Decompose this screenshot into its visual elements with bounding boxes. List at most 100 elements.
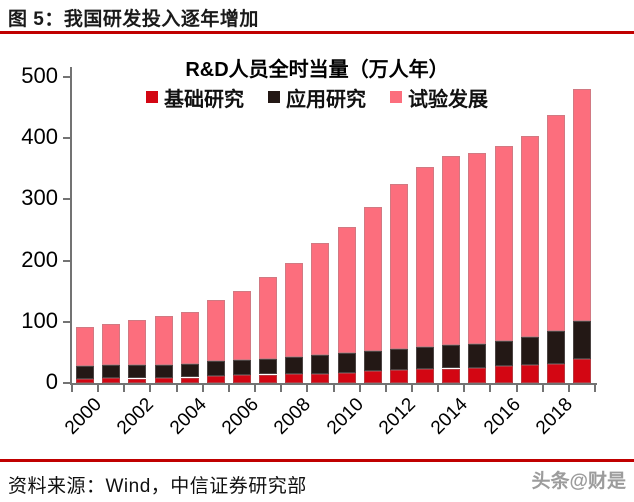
x-tick (280, 385, 283, 392)
x-axis-label-2012: 2012 (374, 394, 420, 439)
x-tick (567, 385, 570, 392)
y-axis-label: 0 (45, 369, 58, 394)
bar-segment-applied-2007 (259, 359, 278, 375)
bar-segment-basic-2006 (233, 375, 251, 383)
bar-segment-applied-2014 (442, 345, 461, 369)
bar-segment-basic-2014 (442, 368, 461, 383)
x-tick (254, 385, 256, 392)
y-axis-line (70, 67, 72, 385)
bar-segment-experimental-2009 (311, 242, 330, 356)
bar-segment-experimental-2015 (468, 152, 487, 344)
bar-segment-experimental-2011 (363, 206, 382, 352)
x-tick (463, 385, 466, 392)
bar-segment-experimental-2005 (206, 299, 225, 362)
y-axis-label: 200 (21, 246, 58, 272)
bar-segment-basic-2018 (546, 364, 565, 383)
watermark: 头条@财是 (531, 471, 626, 492)
bar-segment-basic-2001 (102, 378, 121, 383)
legend-label-basic: 基础研究 (164, 88, 244, 111)
legend-swatch-experimental-icon (390, 91, 402, 103)
footer-divider (0, 459, 634, 462)
bar-segment-basic-2003 (154, 378, 173, 383)
x-tick (71, 385, 73, 392)
x-axis-label-2004: 2004 (165, 394, 211, 439)
bar-segment-applied-2001 (102, 364, 121, 379)
x-tick (201, 385, 204, 392)
bar-segment-basic-2009 (311, 373, 330, 383)
bar-segment-applied-2009 (311, 355, 330, 374)
x-tick (123, 385, 126, 392)
y-tick (63, 320, 72, 323)
bar-segment-experimental-2019 (572, 89, 591, 322)
y-tick (63, 259, 72, 262)
bar-segment-basic-2010 (337, 373, 356, 383)
bar-segment-basic-2004 (180, 377, 199, 383)
bar-segment-experimental-2007 (259, 276, 278, 360)
x-tick (437, 385, 440, 392)
x-tick (410, 385, 413, 392)
x-tick (97, 385, 100, 392)
bar-segment-basic-2005 (206, 376, 225, 383)
bar-segment-applied-2006 (233, 360, 251, 375)
x-tick (332, 385, 335, 392)
bar-segment-experimental-2006 (233, 291, 251, 361)
y-tick (63, 382, 72, 384)
bar-segment-applied-2011 (363, 351, 382, 372)
y-axis-label: 100 (21, 307, 58, 333)
x-axis-line (70, 383, 597, 385)
x-axis-label-2014: 2014 (427, 394, 473, 439)
y-tick (63, 198, 72, 201)
source-note: 资料来源：Wind，中信证券研究部 (8, 476, 307, 497)
x-axis-label-2002: 2002 (113, 394, 159, 439)
x-tick (594, 385, 596, 392)
bar-segment-experimental-2014 (442, 155, 461, 346)
bar-segment-basic-2002 (128, 378, 147, 383)
bar-segment-applied-2016 (494, 340, 513, 367)
x-tick (149, 385, 152, 392)
bar-segment-applied-2015 (468, 344, 487, 368)
legend-label-experimental: 试验发展 (408, 88, 488, 111)
chart-title: R&D人员全时当量（万人年） (185, 59, 449, 81)
bar-segment-applied-2002 (128, 365, 147, 379)
legend-swatch-applied-icon (268, 91, 280, 103)
x-tick (227, 385, 230, 392)
x-axis-label-2008: 2008 (270, 394, 316, 439)
bar-segment-experimental-2018 (546, 114, 565, 332)
header-divider (0, 31, 634, 34)
x-axis-label-2006: 2006 (218, 394, 263, 439)
bar-segment-experimental-2016 (494, 145, 513, 341)
bar-segment-experimental-2004 (180, 312, 199, 364)
y-tick (63, 137, 72, 140)
bar-segment-applied-2018 (546, 331, 565, 365)
figure-title: 图 5：我国研发投入逐年增加 (8, 9, 259, 30)
y-axis-label: 500 (21, 63, 58, 88)
y-axis-label: 400 (21, 124, 58, 150)
x-tick (489, 385, 492, 392)
bar-segment-applied-2000 (76, 366, 95, 379)
bar-segment-experimental-2017 (520, 136, 539, 338)
bar-segment-applied-2008 (285, 357, 304, 374)
y-axis-label: 300 (21, 185, 58, 211)
bar-segment-experimental-2012 (389, 184, 408, 349)
legend-label-applied: 应用研究 (286, 88, 366, 111)
bar-segment-basic-2012 (389, 370, 408, 383)
x-tick (175, 385, 178, 392)
bar-segment-basic-2011 (363, 371, 382, 383)
bar-segment-basic-2007 (259, 374, 278, 383)
bar-segment-basic-2016 (494, 366, 513, 383)
bar-segment-basic-2000 (76, 378, 95, 383)
bar-segment-basic-2015 (468, 367, 487, 383)
bar-segment-applied-2010 (337, 352, 356, 373)
bar-segment-applied-2013 (416, 347, 434, 370)
bar-segment-experimental-2013 (416, 166, 434, 348)
legend-item-applied: 应用研究 (268, 83, 366, 112)
bar-segment-experimental-2003 (154, 316, 173, 365)
x-axis-label-2018: 2018 (531, 394, 577, 439)
legend-item-experimental: 试验发展 (390, 83, 488, 112)
legend-swatch-basic-icon (146, 91, 158, 103)
chart-legend: 基础研究 应用研究 试验发展 (0, 83, 634, 112)
bar-segment-experimental-2010 (337, 226, 356, 353)
bar-segment-experimental-2001 (102, 324, 121, 365)
